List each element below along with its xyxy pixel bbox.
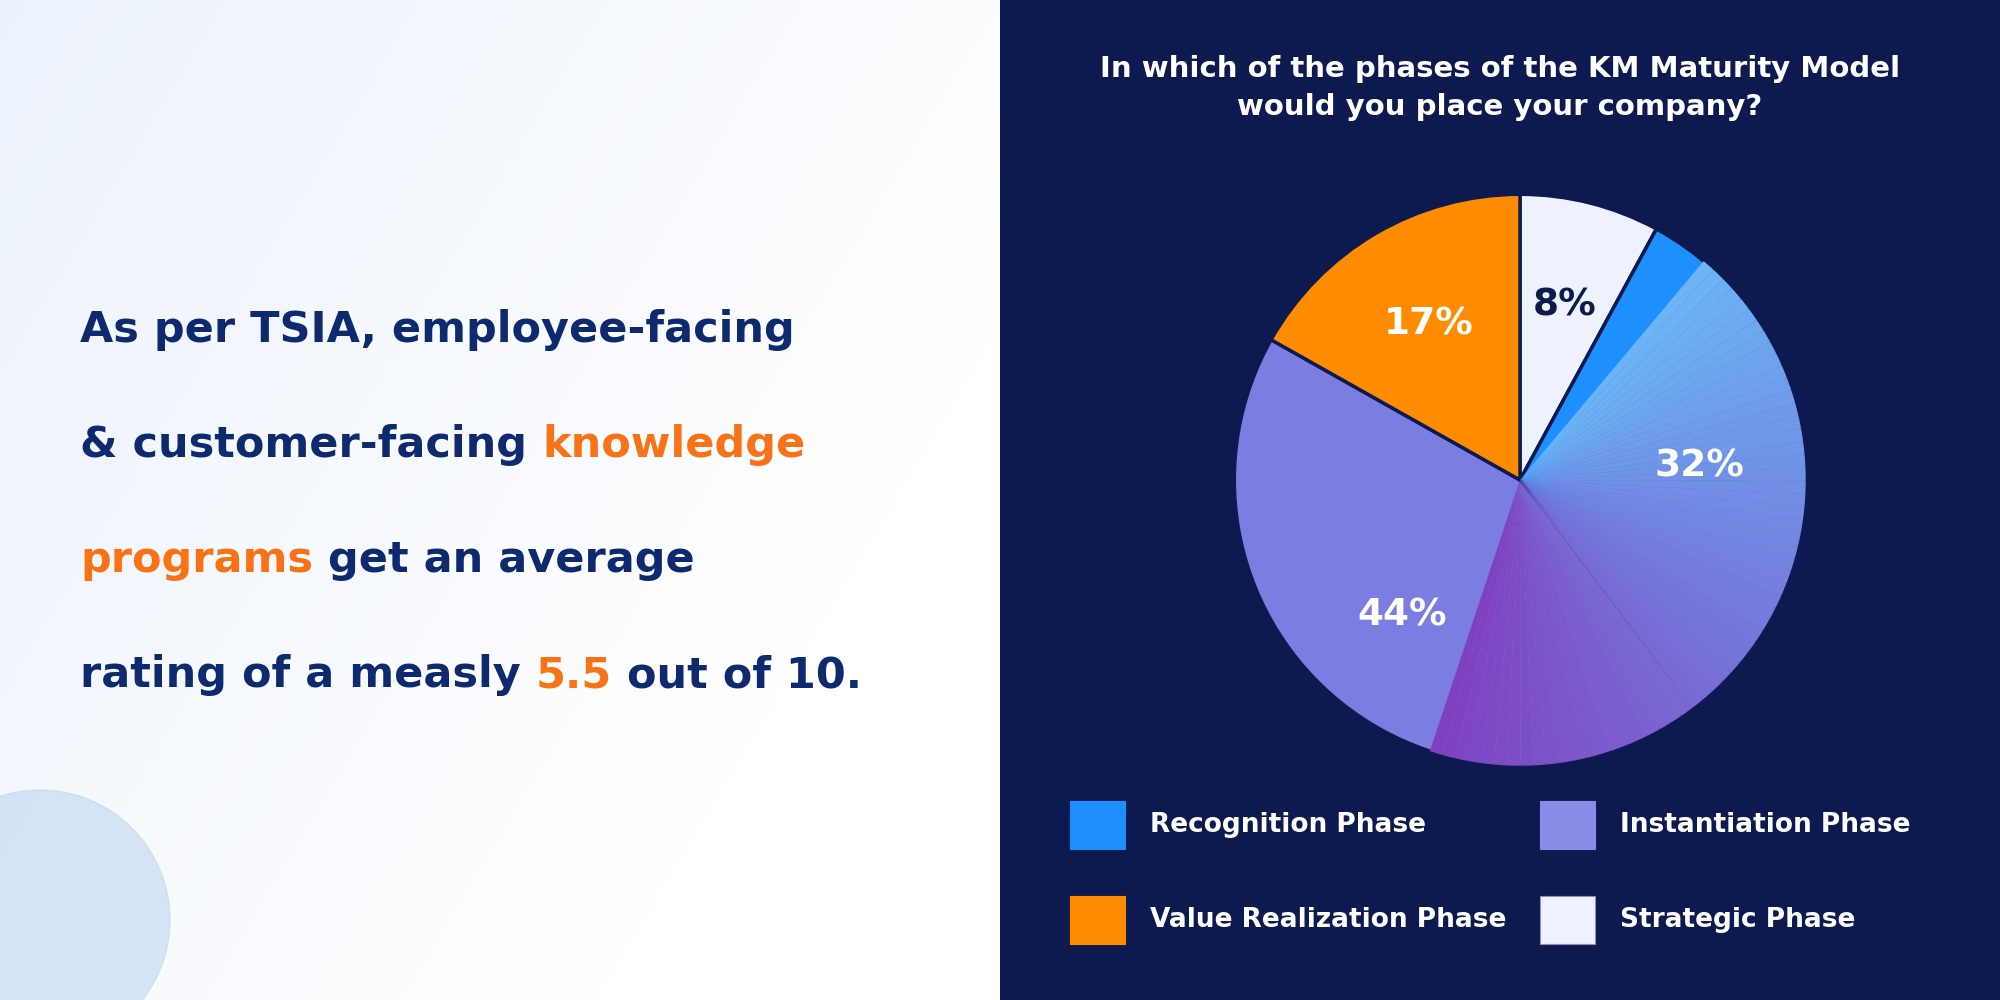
Wedge shape [1520,229,1806,707]
Wedge shape [1520,480,1762,642]
Wedge shape [1520,480,1800,546]
Text: 44%: 44% [1358,598,1446,634]
Wedge shape [1520,480,1770,631]
Wedge shape [1520,270,1724,480]
FancyBboxPatch shape [1540,801,1596,849]
Wedge shape [1520,480,1546,765]
Wedge shape [1520,331,1770,480]
Text: & customer-facing: & customer-facing [80,424,542,466]
FancyBboxPatch shape [1070,801,1124,849]
Wedge shape [1520,416,1802,480]
Wedge shape [1520,298,1748,480]
Text: 5.5: 5.5 [536,654,612,696]
Wedge shape [1520,480,1682,723]
Wedge shape [1520,480,1636,746]
Text: out of 10.: out of 10. [612,654,862,696]
Wedge shape [1520,480,1712,700]
FancyBboxPatch shape [1540,896,1596,944]
Wedge shape [1430,480,1520,755]
Wedge shape [1520,309,1756,480]
Wedge shape [1520,480,1782,608]
Wedge shape [1520,480,1560,764]
Wedge shape [1520,480,1804,520]
Wedge shape [1520,480,1756,652]
Wedge shape [1520,480,1534,766]
Text: rating of a measly: rating of a measly [80,654,536,696]
Wedge shape [1520,480,1806,494]
Wedge shape [1520,468,1806,481]
Wedge shape [1468,480,1520,763]
Wedge shape [1272,194,1520,480]
Wedge shape [1494,480,1520,765]
Circle shape [0,790,170,1000]
Wedge shape [1520,480,1670,730]
Wedge shape [1520,480,1740,673]
Wedge shape [1520,480,1624,751]
Wedge shape [1520,261,1714,480]
Text: get an average: get an average [312,539,694,581]
Wedge shape [1520,480,1776,619]
Wedge shape [1442,480,1520,758]
Text: programs: programs [80,539,312,581]
Text: Instantiation Phase: Instantiation Phase [1620,812,1910,838]
Text: 17%: 17% [1384,307,1474,343]
Wedge shape [1520,455,1806,480]
Wedge shape [1520,480,1798,559]
Text: Value Realization Phase: Value Realization Phase [1150,907,1506,933]
Wedge shape [1520,480,1730,682]
Wedge shape [1482,480,1520,765]
Wedge shape [1520,480,1702,708]
Wedge shape [1520,366,1786,480]
Wedge shape [1520,320,1764,480]
Wedge shape [1520,480,1572,763]
Wedge shape [1520,403,1798,480]
Text: As per TSIA, employee-facing: As per TSIA, employee-facing [80,309,794,351]
Wedge shape [1520,390,1796,480]
Wedge shape [1520,428,1804,480]
Wedge shape [1520,480,1786,596]
Wedge shape [1520,289,1740,480]
Wedge shape [1520,480,1586,761]
Wedge shape [1520,480,1660,736]
Wedge shape [1234,340,1694,766]
Text: Recognition Phase: Recognition Phase [1150,812,1426,838]
Wedge shape [1520,378,1792,480]
Wedge shape [1520,480,1648,741]
Wedge shape [1520,354,1782,480]
Wedge shape [1520,480,1598,758]
Wedge shape [1520,480,1748,663]
Wedge shape [1520,480,1790,584]
Wedge shape [1520,342,1776,480]
Wedge shape [1520,279,1732,480]
FancyBboxPatch shape [1070,896,1124,944]
Wedge shape [1520,480,1692,716]
Wedge shape [1520,194,1656,480]
Text: knowledge: knowledge [542,424,806,466]
Text: In which of the phases of the KM Maturity Model
would you place your company?: In which of the phases of the KM Maturit… [1100,55,1900,121]
Wedge shape [1520,480,1802,533]
Wedge shape [1508,480,1520,766]
Text: 32%: 32% [1654,448,1744,484]
Wedge shape [1520,480,1806,507]
Text: Strategic Phase: Strategic Phase [1620,907,1856,933]
Wedge shape [1520,480,1794,571]
Wedge shape [1456,480,1520,761]
Wedge shape [1520,441,1804,480]
Wedge shape [1520,480,1722,691]
Wedge shape [1520,480,1610,755]
Text: 8%: 8% [1532,288,1596,324]
